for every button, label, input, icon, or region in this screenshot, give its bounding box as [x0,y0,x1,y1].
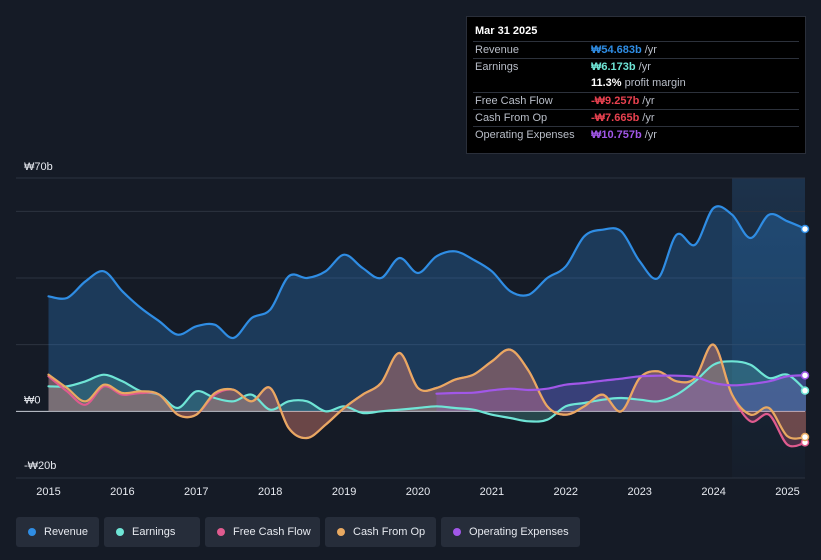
legend-dot-icon [217,528,225,536]
legend-item-cash-from-op[interactable]: Cash From Op [325,517,436,547]
x-tick-label: 2016 [110,486,134,498]
x-tick-label: 2023 [627,486,651,498]
tooltip-value: -₩7.665b/yr [591,112,655,124]
legend-item-free-cash-flow[interactable]: Free Cash Flow [205,517,320,547]
tooltip-value: ₩10.757b/yr [591,129,657,141]
x-tick-label: 2024 [701,486,725,498]
tooltip-label: Cash From Op [475,112,548,124]
legend-label: Revenue [44,526,89,538]
series-area-operating-expenses [436,375,806,412]
legend-dot-icon [453,528,461,536]
series-area-earnings [48,361,806,422]
chart-area: ₩70b ₩0 -₩20b 2015 2016 2017 2018 2019 2020 20… [16,161,810,498]
legend-dot-icon [28,528,36,536]
x-tick-labels: 2015 2016 2017 2018 2019 2020 2021 2022 2023 2024… [36,486,799,498]
tooltip-row-operating-expenses: Operating Expenses ₩10.757b/yr [473,126,799,144]
legend-item-operating-expenses[interactable]: Operating Expenses [441,517,580,547]
tooltip-value: ₩54.683b/yr [591,44,657,56]
tooltip-label: Free Cash Flow [475,95,553,107]
tooltip-value: 11.3% profit margin [591,77,686,89]
y-tick-label-top: ₩70b [24,161,53,173]
x-tick-label: 2019 [332,486,356,498]
tooltip-row-earnings: Earnings ₩6.173b/yr [473,58,799,76]
legend-label: Free Cash Flow [233,526,311,538]
tooltip-label: Revenue [475,44,520,56]
legend-label: Operating Expenses [469,526,569,538]
end-marker-operating-expenses [800,371,810,380]
end-marker-earnings [800,386,810,395]
series-lines [47,205,808,448]
end-marker-revenue [800,224,810,234]
tooltip-date: Mar 31 2025 [475,25,538,37]
x-tick-label: 2025 [775,486,799,498]
x-tick-label: 2018 [258,486,282,498]
tooltip-row-free-cash-flow: Free Cash Flow -₩9.257b/yr [473,92,799,110]
legend-dot-icon [116,528,124,536]
axes: ₩70b ₩0 -₩20b 2015 2016 2017 2018 2019 2020 20… [24,161,800,498]
tooltip-value: -₩9.257b/yr [591,95,655,107]
tooltip-row-profit-margin: 11.3% profit margin [473,75,799,92]
series-area-revenue [48,206,806,412]
end-marker-cash-from-op [800,432,810,442]
tooltip-row-revenue: Revenue ₩54.683b/yr [473,41,799,59]
legend-label: Earnings [132,526,176,538]
series-line-revenue[interactable] [47,205,808,340]
y-tick-label-zero: ₩0 [24,394,41,406]
x-tick-label: 2022 [554,486,578,498]
series-line-cash-from-op[interactable] [47,343,808,440]
y-tick-label-bottom: -₩20b [24,460,56,472]
gridlines [16,177,805,479]
tooltip-row-cash-from-op: Cash From Op -₩7.665b/yr [473,109,799,127]
x-tick-label: 2015 [36,486,60,498]
legend-label: Cash From Op [353,526,426,538]
legend-dot-icon [337,528,345,536]
series-area-free-cash-flow [48,344,806,447]
tooltip-label: Operating Expenses [475,129,575,141]
x-tick-label: 2020 [406,486,430,498]
series-line-operating-expenses[interactable] [435,374,808,395]
x-tick-label: 2017 [184,486,208,498]
series-end-markers [800,224,810,447]
tooltip-label: Earnings [475,61,519,73]
tooltip-value: ₩6.173b/yr [591,61,651,73]
data-tooltip: Mar 31 2025 Revenue ₩54.683b/yr Earnings… [466,16,806,154]
series-line-earnings[interactable] [47,360,808,423]
legend-item-earnings[interactable]: Earnings [104,517,200,547]
legend-item-revenue[interactable]: Revenue [16,517,99,547]
forecast-shade [732,178,805,478]
x-tick-label: 2021 [480,486,504,498]
series-areas [48,206,806,447]
